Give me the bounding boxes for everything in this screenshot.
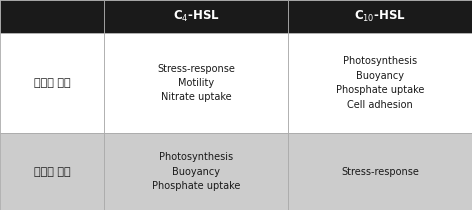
- Text: Stress-response: Stress-response: [341, 167, 419, 177]
- Text: Photosynthesis
Buoyancy
Phosphate uptake: Photosynthesis Buoyancy Phosphate uptake: [152, 152, 240, 191]
- Bar: [104, 133, 288, 210]
- Text: Stress-response
Motility
Nitrate uptake: Stress-response Motility Nitrate uptake: [157, 64, 235, 102]
- Bar: [0, 133, 104, 210]
- Text: 발현량 감소: 발현량 감소: [34, 167, 70, 177]
- Text: Photosynthesis
Buoyancy
Phosphate uptake
Cell adhesion: Photosynthesis Buoyancy Phosphate uptake…: [336, 56, 424, 110]
- Bar: [288, 33, 472, 133]
- Bar: [104, 33, 288, 133]
- Text: C$_{10}$-HSL: C$_{10}$-HSL: [354, 9, 406, 24]
- Bar: [104, 0, 288, 33]
- Text: C$_4$-HSL: C$_4$-HSL: [173, 9, 219, 24]
- Bar: [288, 0, 472, 33]
- Text: 발현량 증가: 발현량 증가: [34, 78, 70, 88]
- Bar: [288, 133, 472, 210]
- Bar: [0, 0, 104, 33]
- Bar: [0, 33, 104, 133]
